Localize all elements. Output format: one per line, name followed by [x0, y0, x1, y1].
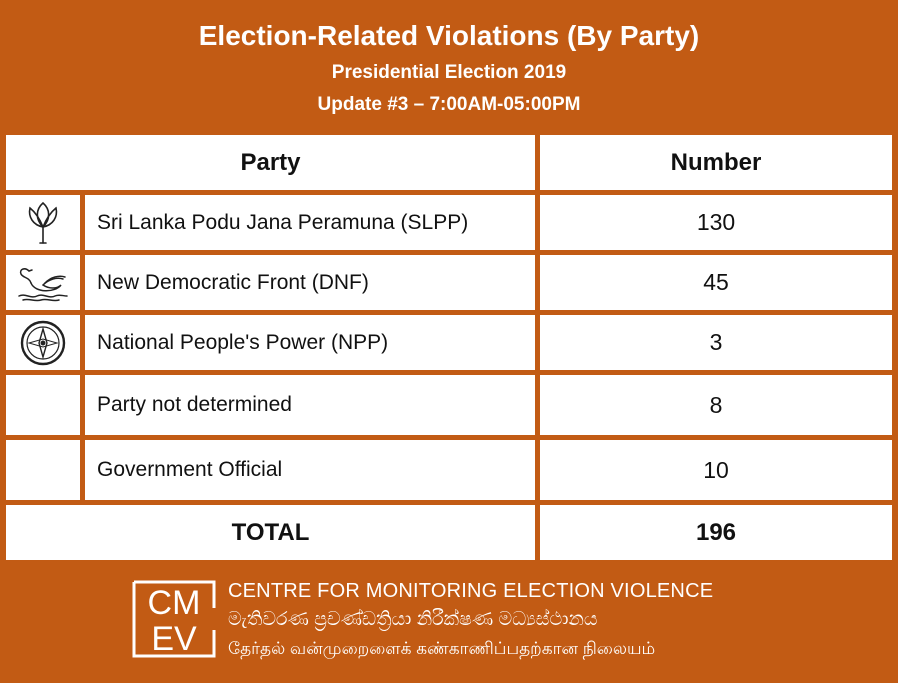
violation-count: 130 [540, 195, 892, 250]
org-name-english: CENTRE FOR MONITORING ELECTION VIOLENCE [228, 580, 714, 602]
page-title: Election-Related Violations (By Party) [198, 20, 700, 51]
org-name-tamil: தேர்தல் வன்முறைளைக் கண்காணிப்பதற்கான நில… [228, 639, 656, 658]
party-symbol-cell [6, 315, 80, 370]
page-subtitle: Presidential Election 2019 [331, 62, 567, 83]
total-value: 196 [540, 505, 892, 560]
party-name: Sri Lanka Podu Jana Peramuna (SLPP) [85, 195, 535, 250]
lotus-bud-icon [28, 201, 58, 244]
party-symbol-cell [6, 255, 80, 310]
violation-count: 8 [540, 375, 892, 435]
party-name: Party not determined [85, 375, 535, 435]
column-header-number: Number [540, 135, 892, 190]
svg-text:EV: EV [151, 620, 197, 658]
update-label: Update #3 – 7:00AM-05:00PM [317, 94, 581, 115]
svg-text:CM: CM [148, 584, 201, 622]
violation-count: 3 [540, 315, 892, 370]
violation-count: 45 [540, 255, 892, 310]
column-header-party: Party [6, 135, 535, 190]
party-symbol-cell [6, 440, 80, 500]
violation-count: 10 [540, 440, 892, 500]
party-name: New Democratic Front (DNF) [85, 255, 535, 310]
party-name: National People's Power (NPP) [85, 315, 535, 370]
compass-icon [20, 320, 66, 365]
org-name-sinhala: මැතිවරණ ප්‍රචණ්ඩත්‍රියා නිරීක්ෂණ මධ්‍යස්… [228, 609, 598, 630]
party-name: Government Official [85, 440, 535, 500]
party-symbol-cell [6, 375, 80, 435]
swan-icon [18, 267, 68, 301]
cmev-logo: CM EV [132, 580, 216, 658]
party-symbol-cell [6, 195, 80, 250]
total-label: TOTAL [6, 505, 535, 560]
